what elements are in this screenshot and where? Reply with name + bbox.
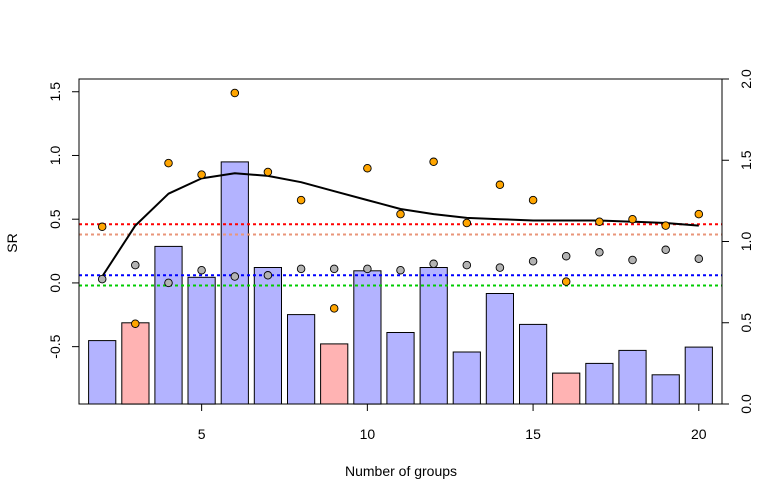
- orange-point: [363, 163, 372, 173]
- gray-point: [495, 263, 505, 272]
- bar: [684, 346, 713, 405]
- bar: [452, 351, 481, 405]
- bar-series: [88, 161, 713, 405]
- bar: [320, 343, 349, 405]
- gray-point: [429, 259, 438, 269]
- right-y-axis: 0.0 0.5 1.0 1.5 2.0: [721, 69, 754, 414]
- gray-point: [528, 257, 538, 266]
- x-axis-tick-label: 10: [360, 426, 376, 442]
- gray-point: [329, 264, 339, 274]
- left-axis-tick-label: 1.0: [47, 146, 63, 166]
- orange-point: [396, 209, 405, 219]
- bar: [88, 340, 117, 405]
- orange-point: [263, 167, 273, 177]
- orange-point-series: [97, 88, 704, 328]
- x-axis-tick-label: 5: [198, 426, 206, 442]
- bar: [154, 245, 183, 405]
- gray-point-series: [97, 245, 704, 288]
- gray-point: [296, 264, 306, 274]
- bar: [618, 349, 647, 405]
- left-axis-tick-label: 0.0: [47, 273, 63, 293]
- gray-point: [97, 274, 107, 284]
- bar: [552, 372, 581, 405]
- right-axis-tick-label: 1.5: [738, 150, 754, 170]
- orange-point: [131, 319, 140, 328]
- orange-point: [197, 170, 206, 179]
- bar: [287, 314, 316, 405]
- left-axis-tick-label: 0.5: [47, 209, 63, 229]
- orange-point: [329, 304, 339, 313]
- left-y-axis: -0.5 0.0 0.5 1.0 1.5: [47, 82, 80, 359]
- gray-point: [595, 248, 604, 257]
- bar: [121, 322, 150, 405]
- orange-point: [230, 88, 240, 98]
- x-axis-title: Number of groups: [345, 463, 457, 479]
- right-axis-tick-label: 2.0: [738, 69, 754, 89]
- orange-point: [561, 277, 571, 286]
- right-axis-tick-label: 1.0: [738, 232, 754, 252]
- bar: [353, 270, 382, 405]
- gray-point: [131, 260, 140, 270]
- orange-point: [694, 209, 704, 219]
- bar: [519, 323, 548, 405]
- left-axis-tick-label: 1.5: [47, 82, 63, 102]
- orange-point: [296, 195, 306, 205]
- gray-point: [197, 265, 206, 275]
- orange-point: [164, 158, 173, 168]
- orange-point: [97, 222, 107, 232]
- orange-point: [628, 214, 637, 224]
- bar: [187, 276, 216, 405]
- bar: [585, 362, 614, 405]
- gray-point: [396, 265, 405, 275]
- y-axis-title: SR: [4, 233, 20, 252]
- left-axis-tick-label: -0.5: [47, 334, 63, 358]
- bar: [220, 161, 249, 405]
- bar: [485, 293, 514, 405]
- bar: [386, 332, 415, 405]
- gray-point: [164, 278, 173, 288]
- bar: [651, 374, 680, 405]
- gray-point: [561, 251, 571, 261]
- reference-lines: [79, 223, 722, 287]
- bar: [253, 267, 283, 405]
- orange-point: [595, 217, 604, 226]
- gray-point: [661, 245, 670, 255]
- gray-point: [462, 260, 472, 270]
- gray-point: [628, 255, 637, 265]
- x-axis-tick-label: 20: [691, 426, 707, 442]
- gray-point: [363, 264, 372, 274]
- orange-point: [462, 218, 472, 228]
- orange-point: [429, 157, 438, 167]
- gray-point: [694, 254, 704, 263]
- orange-point: [495, 180, 505, 190]
- bar: [419, 267, 448, 405]
- gray-point: [263, 271, 273, 280]
- gray-point: [230, 272, 240, 281]
- right-axis-tick-label: 0.5: [738, 313, 754, 333]
- orange-point: [661, 221, 670, 230]
- right-axis-tick-label: 0.0: [738, 394, 754, 414]
- x-axis: 5 10 15 20: [198, 403, 707, 442]
- x-axis-tick-label: 15: [525, 426, 541, 442]
- orange-point: [528, 195, 538, 205]
